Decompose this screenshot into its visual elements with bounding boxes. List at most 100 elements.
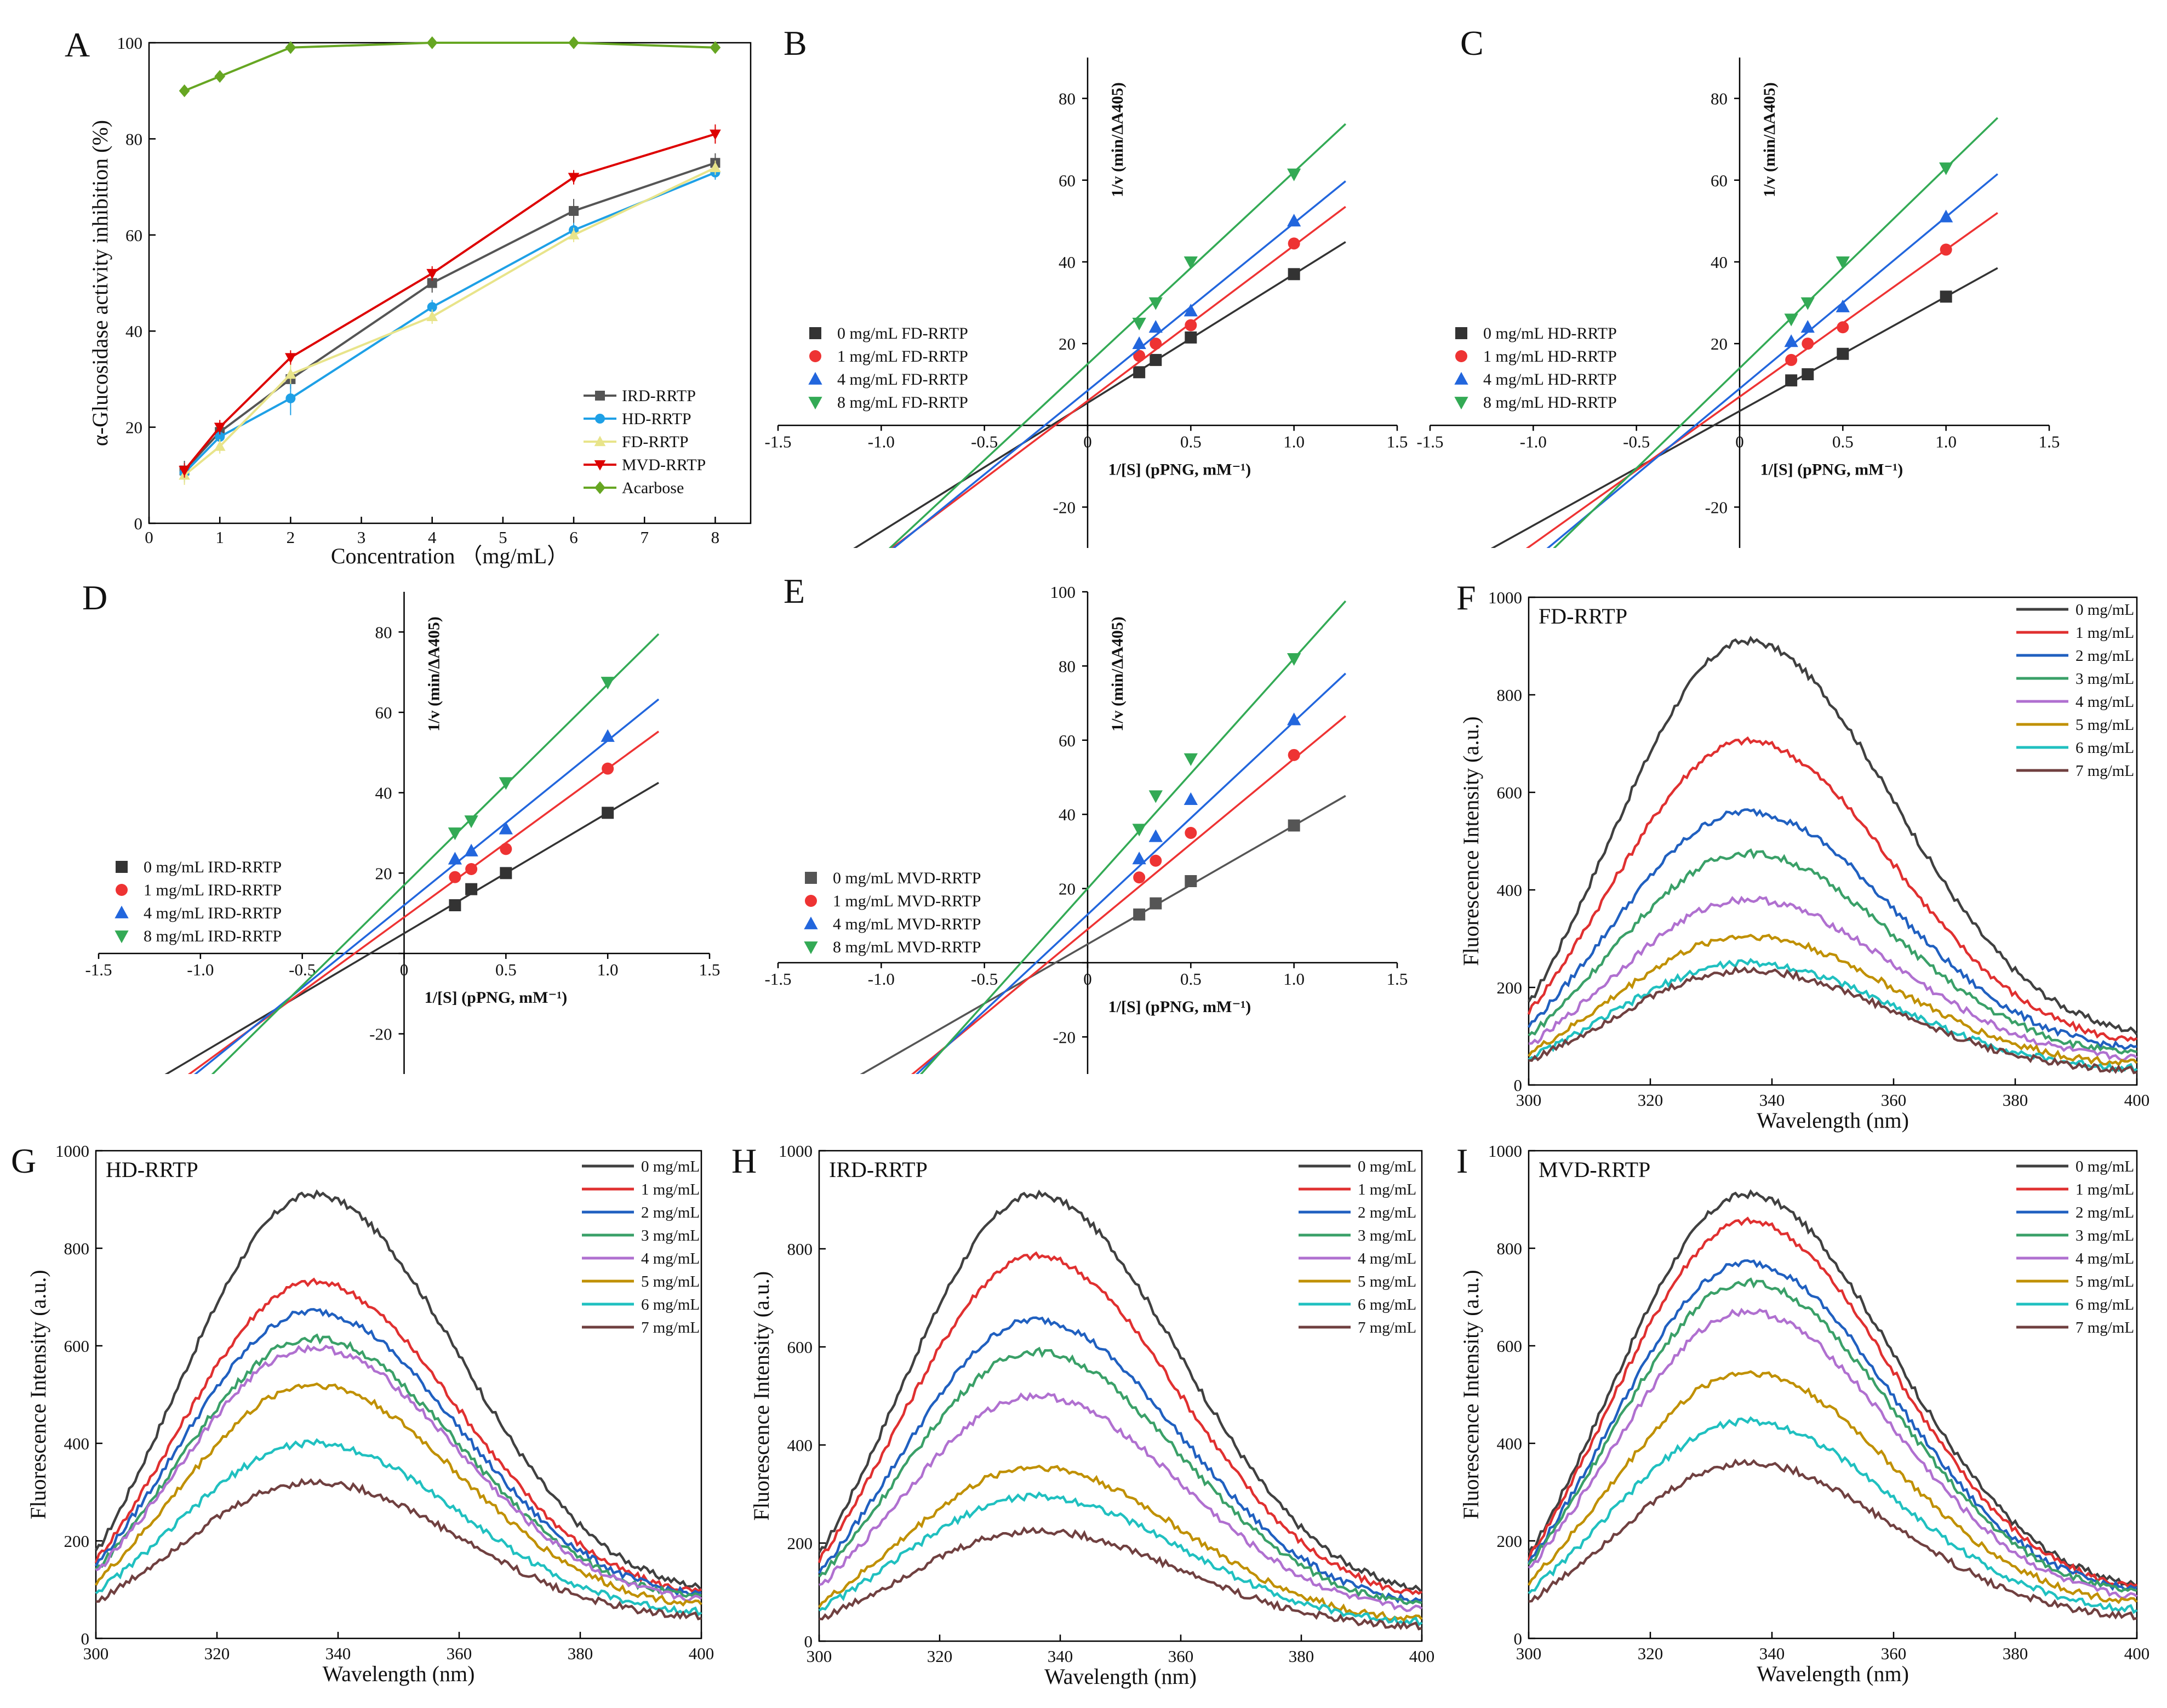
data-point [1784, 313, 1798, 327]
fit-line [919, 600, 1347, 1074]
x-tick-label: 340 [325, 1644, 351, 1663]
panel-f: 300 320 340 360 380 400 0 200 400 600 800 1000 Wavel… [1456, 578, 2149, 1133]
x-axis-title: 1/[S] (pPNG, mM⁻¹) [1108, 998, 1251, 1016]
y-tick-label: 60 [375, 703, 392, 722]
legend-label: 6 mg/mL [2075, 1296, 2134, 1313]
y-tick-label: 100 [117, 33, 143, 53]
data-point [1183, 256, 1198, 270]
y-tick-label: 80 [1059, 656, 1076, 676]
spectrum-line [818, 1465, 1423, 1623]
x-tick-label: 6 [569, 528, 578, 547]
y-tick-label: 40 [375, 784, 392, 803]
x-tick-label: 380 [1289, 1647, 1314, 1666]
spectrum-line [1528, 895, 2138, 1062]
spectrum-line [817, 1251, 1423, 1596]
x-tick-label: 380 [2003, 1644, 2028, 1663]
x-tick-label: 300 [1516, 1090, 1542, 1110]
data-point [426, 311, 438, 321]
legend-label: 5 mg/mL [641, 1273, 700, 1290]
legend-label: 3 mg/mL [2075, 1227, 2134, 1244]
y-tick-label: 20 [1059, 334, 1076, 353]
legend-marker [1455, 327, 1467, 339]
data-point [426, 269, 438, 279]
legend-label: 0 mg/mL IRD-RRTP [144, 858, 282, 876]
spectrum-line [819, 1392, 1423, 1613]
data-point [1287, 712, 1301, 726]
fit-line [888, 123, 1347, 548]
x-tick-label: 320 [204, 1644, 230, 1663]
plot-frame [1528, 596, 2138, 1086]
legend-label: 4 mg/mL [1358, 1250, 1416, 1267]
spectrum-line [95, 1344, 702, 1602]
x-tick-label: 300 [83, 1644, 109, 1663]
data-point [1150, 353, 1162, 366]
legend-label: Acarbose [622, 479, 684, 497]
legend-label: 0 mg/mL [2075, 1158, 2134, 1175]
x-axis-title: Wavelength (nm) [1757, 1108, 1909, 1133]
x-tick-label: 380 [568, 1644, 593, 1663]
data-point [602, 762, 614, 775]
data-point [1837, 347, 1849, 360]
legend-label: 0 mg/mL HD-RRTP [1483, 324, 1617, 342]
data-point [214, 422, 226, 433]
spectrum-line [95, 1382, 702, 1607]
legend-marker [1454, 397, 1468, 410]
legend-label: 7 mg/mL [2075, 762, 2134, 780]
legend-label: 4 mg/mL [641, 1250, 700, 1267]
legend-label: 7 mg/mL [641, 1319, 700, 1336]
x-tick-label: 5 [499, 528, 507, 547]
y-tick-label: 80 [1711, 89, 1728, 108]
y-tick-label: 40 [125, 322, 142, 341]
legend-label: 5 mg/mL [2075, 716, 2134, 734]
x-tick-label: -1.5 [764, 432, 791, 451]
y-tick-label: 0 [1514, 1629, 1523, 1648]
x-tick-label: 3 [357, 528, 366, 547]
fit-line [193, 698, 660, 1074]
legend-label: 8 mg/mL FD-RRTP [837, 393, 968, 412]
legend-label: 1 mg/mL [2075, 1181, 2134, 1198]
x-tick-label: 360 [1168, 1647, 1194, 1666]
panel-label: E [784, 572, 805, 610]
y-tick-label: 40 [1711, 253, 1728, 272]
x-tick-label: -1.5 [85, 960, 112, 979]
panel-label: I [1456, 1141, 1468, 1180]
data-point [1800, 297, 1815, 310]
data-point [1132, 317, 1146, 330]
y-tick-label: 600 [1497, 783, 1523, 802]
data-point [1133, 366, 1146, 379]
data-point [1800, 320, 1815, 333]
y-tick-label: -20 [1053, 1027, 1076, 1047]
data-point [1288, 237, 1300, 250]
x-tick-label: 300 [807, 1647, 832, 1666]
x-tick-label: 0 [1083, 432, 1092, 451]
legend-marker [808, 397, 822, 410]
data-point [1148, 320, 1163, 333]
data-point [465, 863, 478, 875]
y-tick-label: 60 [1059, 171, 1076, 190]
panel-g: 300 320 340 360 380 400 0 200 400 600 800 1000 Wavel… [11, 1141, 714, 1686]
panel-label: H [731, 1141, 757, 1180]
legend-marker [1455, 350, 1467, 362]
legend-marker [116, 884, 128, 896]
x-tick-label: 0 [1083, 969, 1092, 989]
spectrum-line [1528, 636, 2138, 1036]
fit-line [1546, 173, 1998, 548]
series-line [184, 42, 716, 92]
x-tick-label: 0 [400, 960, 409, 979]
y-tick-label: 100 [1050, 582, 1076, 602]
legend-label: 0 mg/mL MVD-RRTP [833, 869, 981, 887]
x-tick-label: 1.0 [1283, 432, 1305, 451]
legend-label: 4 mg/mL FD-RRTP [837, 370, 968, 389]
data-point [1940, 290, 1952, 303]
x-tick-label: 1.0 [1935, 432, 1957, 451]
data-point [179, 84, 190, 98]
data-point [427, 278, 437, 288]
data-point [1132, 336, 1146, 349]
y-axis-title: 1/v (min/ΔA405) [425, 616, 443, 732]
spectrum-line [1528, 1416, 2138, 1614]
legend-label: 2 mg/mL [641, 1204, 700, 1221]
plot-frame [818, 1150, 1423, 1642]
legend-label: 4 mg/mL [2075, 693, 2134, 711]
